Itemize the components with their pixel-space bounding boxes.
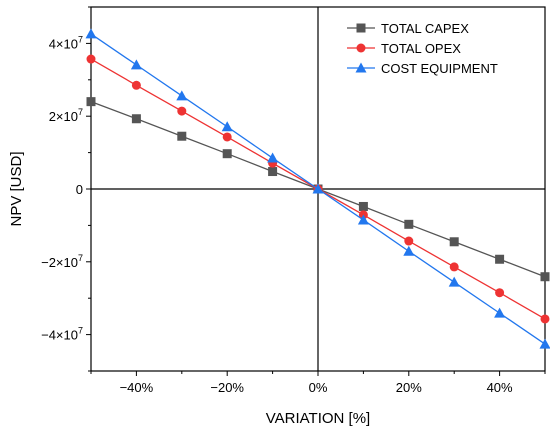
- data-point-cost-equipment: [221, 121, 233, 132]
- data-point-cost-equipment: [357, 214, 369, 225]
- data-point-cost-equipment: [85, 28, 97, 39]
- y-tick-label: 2×107: [49, 107, 83, 124]
- data-point-total-capex: [177, 131, 187, 141]
- data-point-total-capex: [86, 97, 96, 107]
- data-point-cost-equipment: [448, 276, 460, 287]
- x-tick-label: −20%: [210, 380, 244, 395]
- x-tick-label: 40%: [487, 380, 513, 395]
- data-point-total-capex: [222, 149, 232, 159]
- data-point-total-capex: [449, 237, 459, 247]
- data-point-cost-equipment: [312, 183, 324, 194]
- x-axis-title: VARIATION [%]: [266, 410, 370, 427]
- series-layer: [85, 28, 550, 349]
- y-tick-label: −2×107: [41, 253, 83, 270]
- x-tick-label: 0%: [309, 380, 328, 395]
- data-point-cost-equipment: [267, 152, 279, 163]
- data-point-cost-equipment: [176, 90, 188, 101]
- data-point-total-opex: [449, 262, 459, 272]
- legend-marker-total-capex: [356, 23, 366, 33]
- y-tick-label: −4×107: [41, 326, 83, 343]
- data-point-total-capex: [358, 201, 368, 211]
- data-point-total-opex: [495, 288, 505, 298]
- legend-marker-cost-equipment: [355, 62, 367, 73]
- data-point-total-capex: [495, 254, 505, 264]
- data-point-total-capex: [268, 167, 278, 177]
- y-tick-label: 4×107: [49, 34, 83, 51]
- data-point-total-opex: [222, 132, 232, 142]
- data-point-total-opex: [131, 80, 141, 90]
- legend-label-total-opex: TOTAL OPEX: [381, 41, 461, 56]
- x-tick-label: 20%: [396, 380, 422, 395]
- y-axis-title: NPV [USD]: [8, 151, 25, 226]
- data-point-total-capex: [404, 219, 414, 229]
- data-point-cost-equipment: [494, 307, 506, 318]
- legend-marker-total-opex: [356, 43, 366, 53]
- data-point-cost-equipment: [539, 338, 550, 349]
- data-point-total-capex: [540, 272, 550, 282]
- data-point-total-opex: [540, 314, 550, 324]
- x-tick-label: −40%: [120, 380, 154, 395]
- legend: TOTAL CAPEX TOTAL OPEX COST EQUIPMENT: [347, 21, 498, 76]
- series-cost-equipment: [85, 28, 550, 349]
- data-point-total-opex: [177, 106, 187, 116]
- tick-layer: −40% −20% 0% 20% 40% −4×107 −2×107 0 2×107 4×107: [41, 6, 546, 395]
- data-point-cost-equipment: [130, 59, 142, 70]
- data-point-total-opex: [86, 54, 96, 64]
- legend-label-total-capex: TOTAL CAPEX: [381, 21, 469, 36]
- y-tick-label: 0: [76, 182, 83, 197]
- data-point-cost-equipment: [403, 245, 415, 256]
- data-point-total-opex: [404, 236, 414, 246]
- legend-label-cost-equipment: COST EQUIPMENT: [381, 61, 498, 76]
- data-point-total-capex: [131, 114, 141, 124]
